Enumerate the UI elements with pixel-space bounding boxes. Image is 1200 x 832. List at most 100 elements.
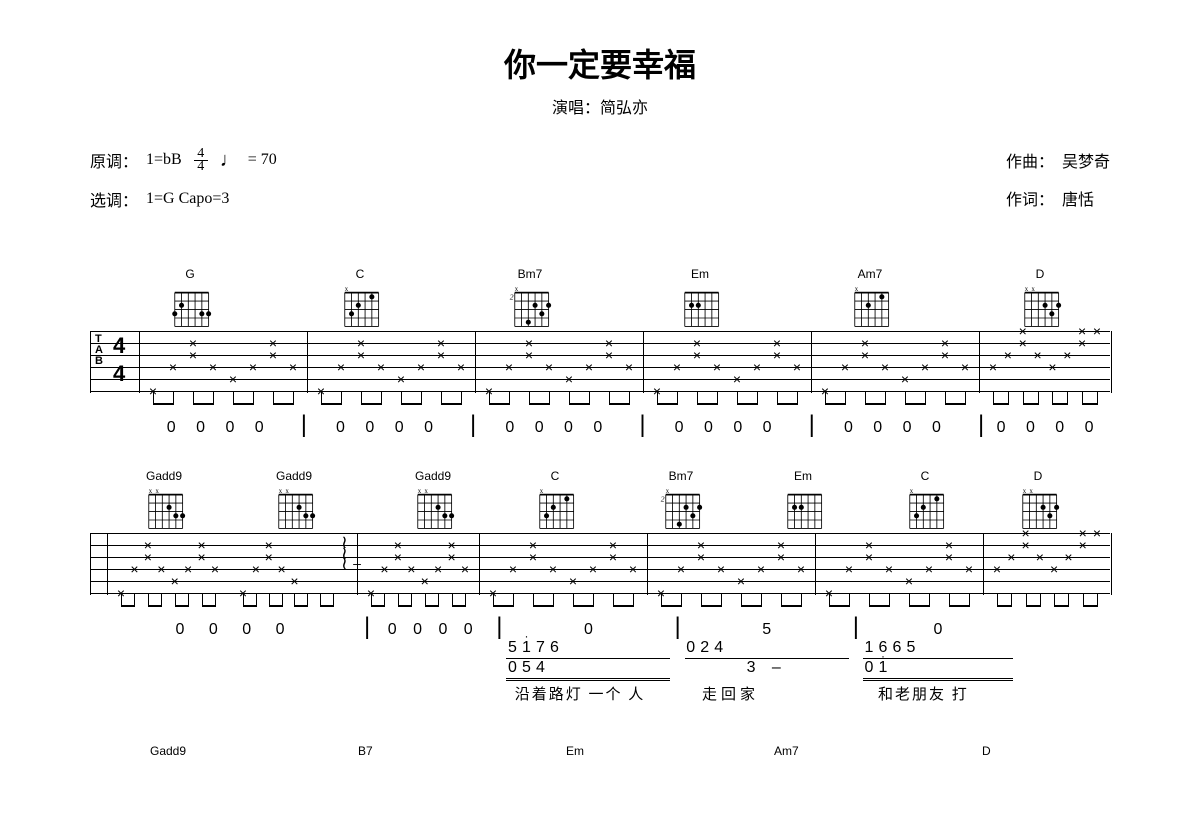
strum-mark: × — [901, 371, 909, 387]
strum-mark: × — [239, 585, 247, 601]
chord-Gadd9: Gadd9 xx — [394, 469, 472, 533]
barline-sep: | — [809, 411, 815, 439]
num-segment: 0 0 0 0 — [311, 419, 466, 437]
strum-mark: × — [993, 561, 1001, 577]
partial-chord-row: Gadd9B7EmAm7D — [90, 744, 1110, 758]
chord-name-partial: B7 — [358, 744, 486, 758]
chord-name: G — [168, 267, 212, 281]
strum-mark: × — [905, 573, 913, 589]
strum-mark: × — [421, 573, 429, 589]
strum-mark: × — [677, 561, 685, 577]
number-row-2: 0 0 0 0|0 0 0 0|0 5176 054|5 024 3 –|0 1… — [90, 613, 1110, 679]
strum-mark: × — [447, 537, 455, 553]
strum-mark: × — [149, 383, 157, 399]
chord-name: C — [512, 469, 598, 483]
strum-mark: × — [1019, 323, 1027, 339]
tab-clef: TAB — [95, 334, 103, 367]
lyricist-label: 作词： — [1006, 186, 1054, 210]
num-segment: 0 0 0 0 — [480, 419, 635, 437]
strum-mark: × — [211, 561, 219, 577]
tab-staff-2: ××××××××××××××××–≀≀≀××××××××××××××××××××… — [90, 533, 1110, 595]
strum-mark: × — [1048, 359, 1056, 375]
chord-diagram: x — [848, 283, 892, 331]
strum-mark: × — [1063, 347, 1071, 363]
strum-mark: × — [713, 359, 721, 375]
strum-mark: × — [1021, 525, 1029, 541]
quarter-note-icon: ♩ — [220, 149, 240, 172]
strum-mark: × — [377, 359, 385, 375]
strum-mark: × — [509, 561, 517, 577]
strum-mark: × — [733, 371, 741, 387]
strum-mark: × — [1079, 525, 1087, 541]
chord-diagram: x — [533, 485, 577, 533]
num-segment: 0 0 0 0 — [819, 419, 974, 437]
strum-mark: × — [1007, 549, 1015, 565]
chord-name: Em — [764, 469, 842, 483]
chord-diagram — [781, 485, 825, 533]
strum-mark: × — [157, 561, 165, 577]
strum-mark: × — [117, 585, 125, 601]
strum-mark: × — [229, 371, 237, 387]
strum-mark: × — [1004, 347, 1012, 363]
strum-mark: × — [290, 573, 298, 589]
strum-mark: × — [1064, 549, 1072, 565]
strum-mark: × — [1078, 323, 1086, 339]
strum-mark: × — [252, 561, 260, 577]
strum-mark: × — [1050, 561, 1058, 577]
chord-row-2: Gadd9 xx Gadd9 xx Gadd9 xx C x Bm7 x2 Em… — [90, 463, 1110, 533]
ts-top: 4 — [113, 333, 125, 359]
system-2: Gadd9 xx Gadd9 xx Gadd9 xx C x Bm7 x2 Em… — [90, 463, 1110, 704]
tab-staff-1: TAB 4 4 ××××××××××××××××××××××××××××××××… — [90, 331, 1110, 393]
strum-mark: × — [697, 537, 705, 553]
chord-name: D — [1018, 267, 1062, 281]
strum-mark: × — [197, 537, 205, 553]
strum-mark: × — [673, 359, 681, 375]
chord-name: Bm7 — [638, 469, 724, 483]
strum-mark: × — [961, 359, 969, 375]
strum-mark: × — [797, 561, 805, 577]
ts-bot: 4 — [113, 361, 125, 387]
strum-mark: × — [945, 537, 953, 553]
strum-mark: × — [941, 335, 949, 351]
chord-C: C x — [882, 469, 968, 533]
chord-diagram: x2 — [508, 283, 552, 331]
strum-mark: × — [144, 537, 152, 553]
chord-C: C x — [338, 267, 382, 331]
strum-mark: × — [269, 335, 277, 351]
strum-mark: × — [861, 335, 869, 351]
strum-mark: × — [693, 335, 701, 351]
composer-label: 作曲： — [1006, 148, 1054, 172]
chord-name: C — [338, 267, 382, 281]
strum-mark: × — [505, 359, 513, 375]
num-segment: 0 0 0 0 — [988, 419, 1110, 437]
strum-mark: × — [457, 359, 465, 375]
svg-text:2: 2 — [661, 494, 665, 503]
barline-sep: | — [639, 411, 645, 439]
orig-key-label: 原调： — [90, 148, 138, 172]
strum-mark: × — [397, 371, 405, 387]
composer-name: 吴梦奇 — [1062, 148, 1110, 172]
chord-diagram: x — [338, 283, 382, 331]
chord-Gadd9: Gadd9 xx — [114, 469, 214, 533]
lyric: 和老朋友 打 — [854, 683, 1004, 704]
orig-key-value: 1=bB — [146, 151, 182, 169]
chord-name: Gadd9 — [114, 469, 214, 483]
strum-mark: × — [921, 359, 929, 375]
chord-D: D xx — [1018, 267, 1062, 331]
strum-mark: × — [171, 573, 179, 589]
chord-Am7: Am7 x — [848, 267, 892, 331]
chord-C: C x — [512, 469, 598, 533]
chord-row-1: G C x Bm7 x2 Em Am7 x D xx — [90, 261, 1110, 331]
strum-mark: × — [605, 335, 613, 351]
strum-mark: × — [793, 359, 801, 375]
strum-mark: × — [609, 537, 617, 553]
sel-key-value: 1=G Capo=3 — [146, 190, 229, 208]
chord-name: Gadd9 — [394, 469, 472, 483]
strum-mark: × — [277, 561, 285, 577]
strum-mark: × — [529, 537, 537, 553]
strum-mark: × — [825, 585, 833, 601]
strum-mark: × — [367, 585, 375, 601]
strum-mark: × — [737, 573, 745, 589]
strum-mark: × — [777, 537, 785, 553]
chord-Em: Em — [764, 469, 842, 533]
